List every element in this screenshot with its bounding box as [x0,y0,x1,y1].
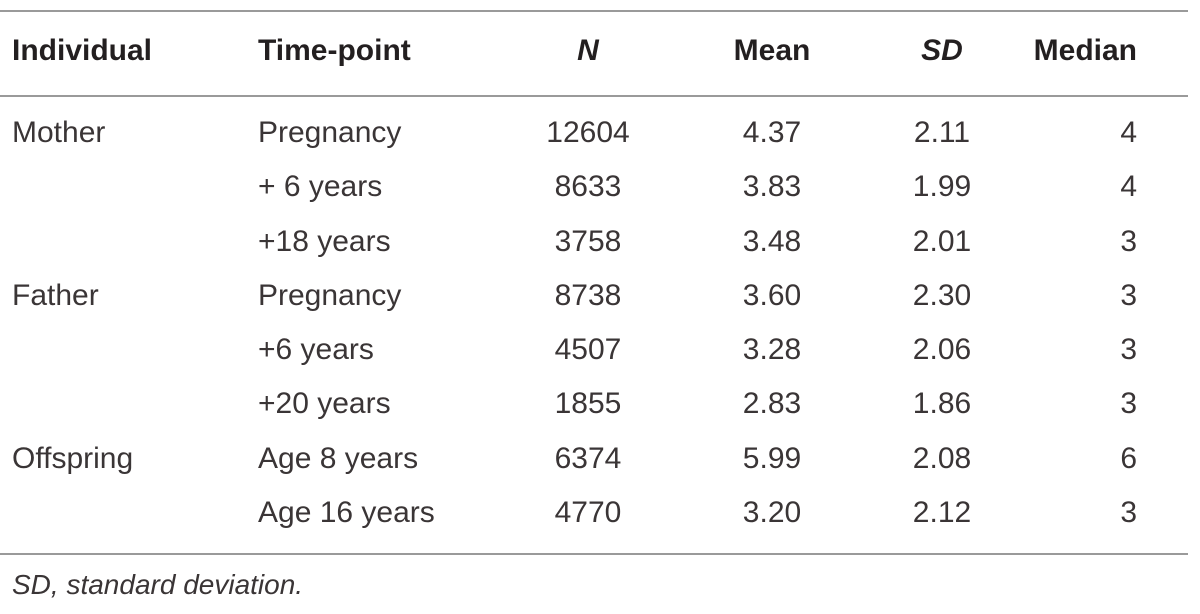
table-row: Mother Pregnancy 12604 4.37 2.11 4 [0,106,1200,160]
cell-mean: 5.99 [742,441,802,475]
table-header-rule [0,95,1188,97]
cell-sd: 2.30 [912,278,972,312]
table-bottom-rule [0,553,1188,555]
cell-sd: 2.06 [912,333,972,367]
header-sd: SD [921,34,963,67]
cell-sd: 1.86 [912,387,972,421]
table-row: +6 years 4507 3.28 2.06 3 [0,323,1200,377]
cell-median: 3 [1120,333,1137,367]
table-row: Offspring Age 8 years 6374 5.99 2.08 6 [0,432,1200,486]
cell-median: 3 [1120,224,1137,258]
table-footnote: SD, standard deviation. [12,569,304,600]
cell-mean: 3.28 [742,333,802,367]
cell-timepoint: +6 years [258,333,374,367]
header-timepoint: Time-point [258,34,411,67]
table-row: +20 years 1855 2.83 1.86 3 [0,377,1200,431]
cell-n: 8738 [554,278,622,312]
cell-sd: 1.99 [912,170,972,204]
cell-timepoint: Age 8 years [258,441,419,475]
cell-mean: 3.60 [742,278,802,312]
cell-n: 4770 [554,496,622,530]
cell-n: 12604 [546,116,630,149]
table-row: +18 years 3758 3.48 2.01 3 [0,215,1200,269]
table-body: Mother Pregnancy 12604 4.37 2.11 4 + 6 y… [0,106,1200,540]
cell-sd: 2.08 [912,441,972,475]
cell-mean: 3.83 [742,170,802,204]
cell-mean: 3.48 [742,224,802,258]
header-n: N [577,34,599,67]
cell-individual: Offspring [12,441,134,475]
cell-sd: 2.01 [912,224,972,258]
cell-sd: 2.12 [912,496,972,530]
cell-n: 8633 [554,170,622,204]
table-row: Age 16 years 4770 3.20 2.12 3 [0,486,1200,540]
cell-median: 4 [1120,170,1137,204]
cell-n: 4507 [554,333,622,367]
cell-mean: 4.37 [742,116,802,149]
cell-timepoint: +18 years [258,224,391,258]
header-median: Median [1033,34,1137,67]
cell-median: 6 [1120,441,1137,475]
cell-timepoint: +20 years [258,387,391,421]
cell-median: 3 [1120,278,1137,312]
cell-mean: 2.83 [742,387,802,421]
table-row: + 6 years 8633 3.83 1.99 4 [0,160,1200,214]
cell-timepoint: Pregnancy [258,116,402,149]
table-top-rule [0,10,1188,12]
header-individual: Individual [12,34,153,67]
cell-individual: Father [12,278,99,312]
cell-median: 4 [1120,116,1137,149]
cell-individual: Mother [12,116,106,149]
header-mean: Mean [733,34,811,67]
cell-timepoint: Pregnancy [258,278,402,312]
cell-timepoint: + 6 years [258,170,383,204]
table-header-row: Individual Time-point N Mean SD Median [0,24,1200,82]
cell-median: 3 [1120,496,1137,530]
cell-median: 3 [1120,387,1137,421]
table-row: Father Pregnancy 8738 3.60 2.30 3 [0,269,1200,323]
cell-timepoint: Age 16 years [258,496,435,530]
cell-sd: 2.11 [913,116,971,149]
cell-n: 1855 [554,387,622,421]
cell-n: 3758 [554,224,622,258]
cell-mean: 3.20 [742,496,802,530]
cell-n: 6374 [554,441,622,475]
